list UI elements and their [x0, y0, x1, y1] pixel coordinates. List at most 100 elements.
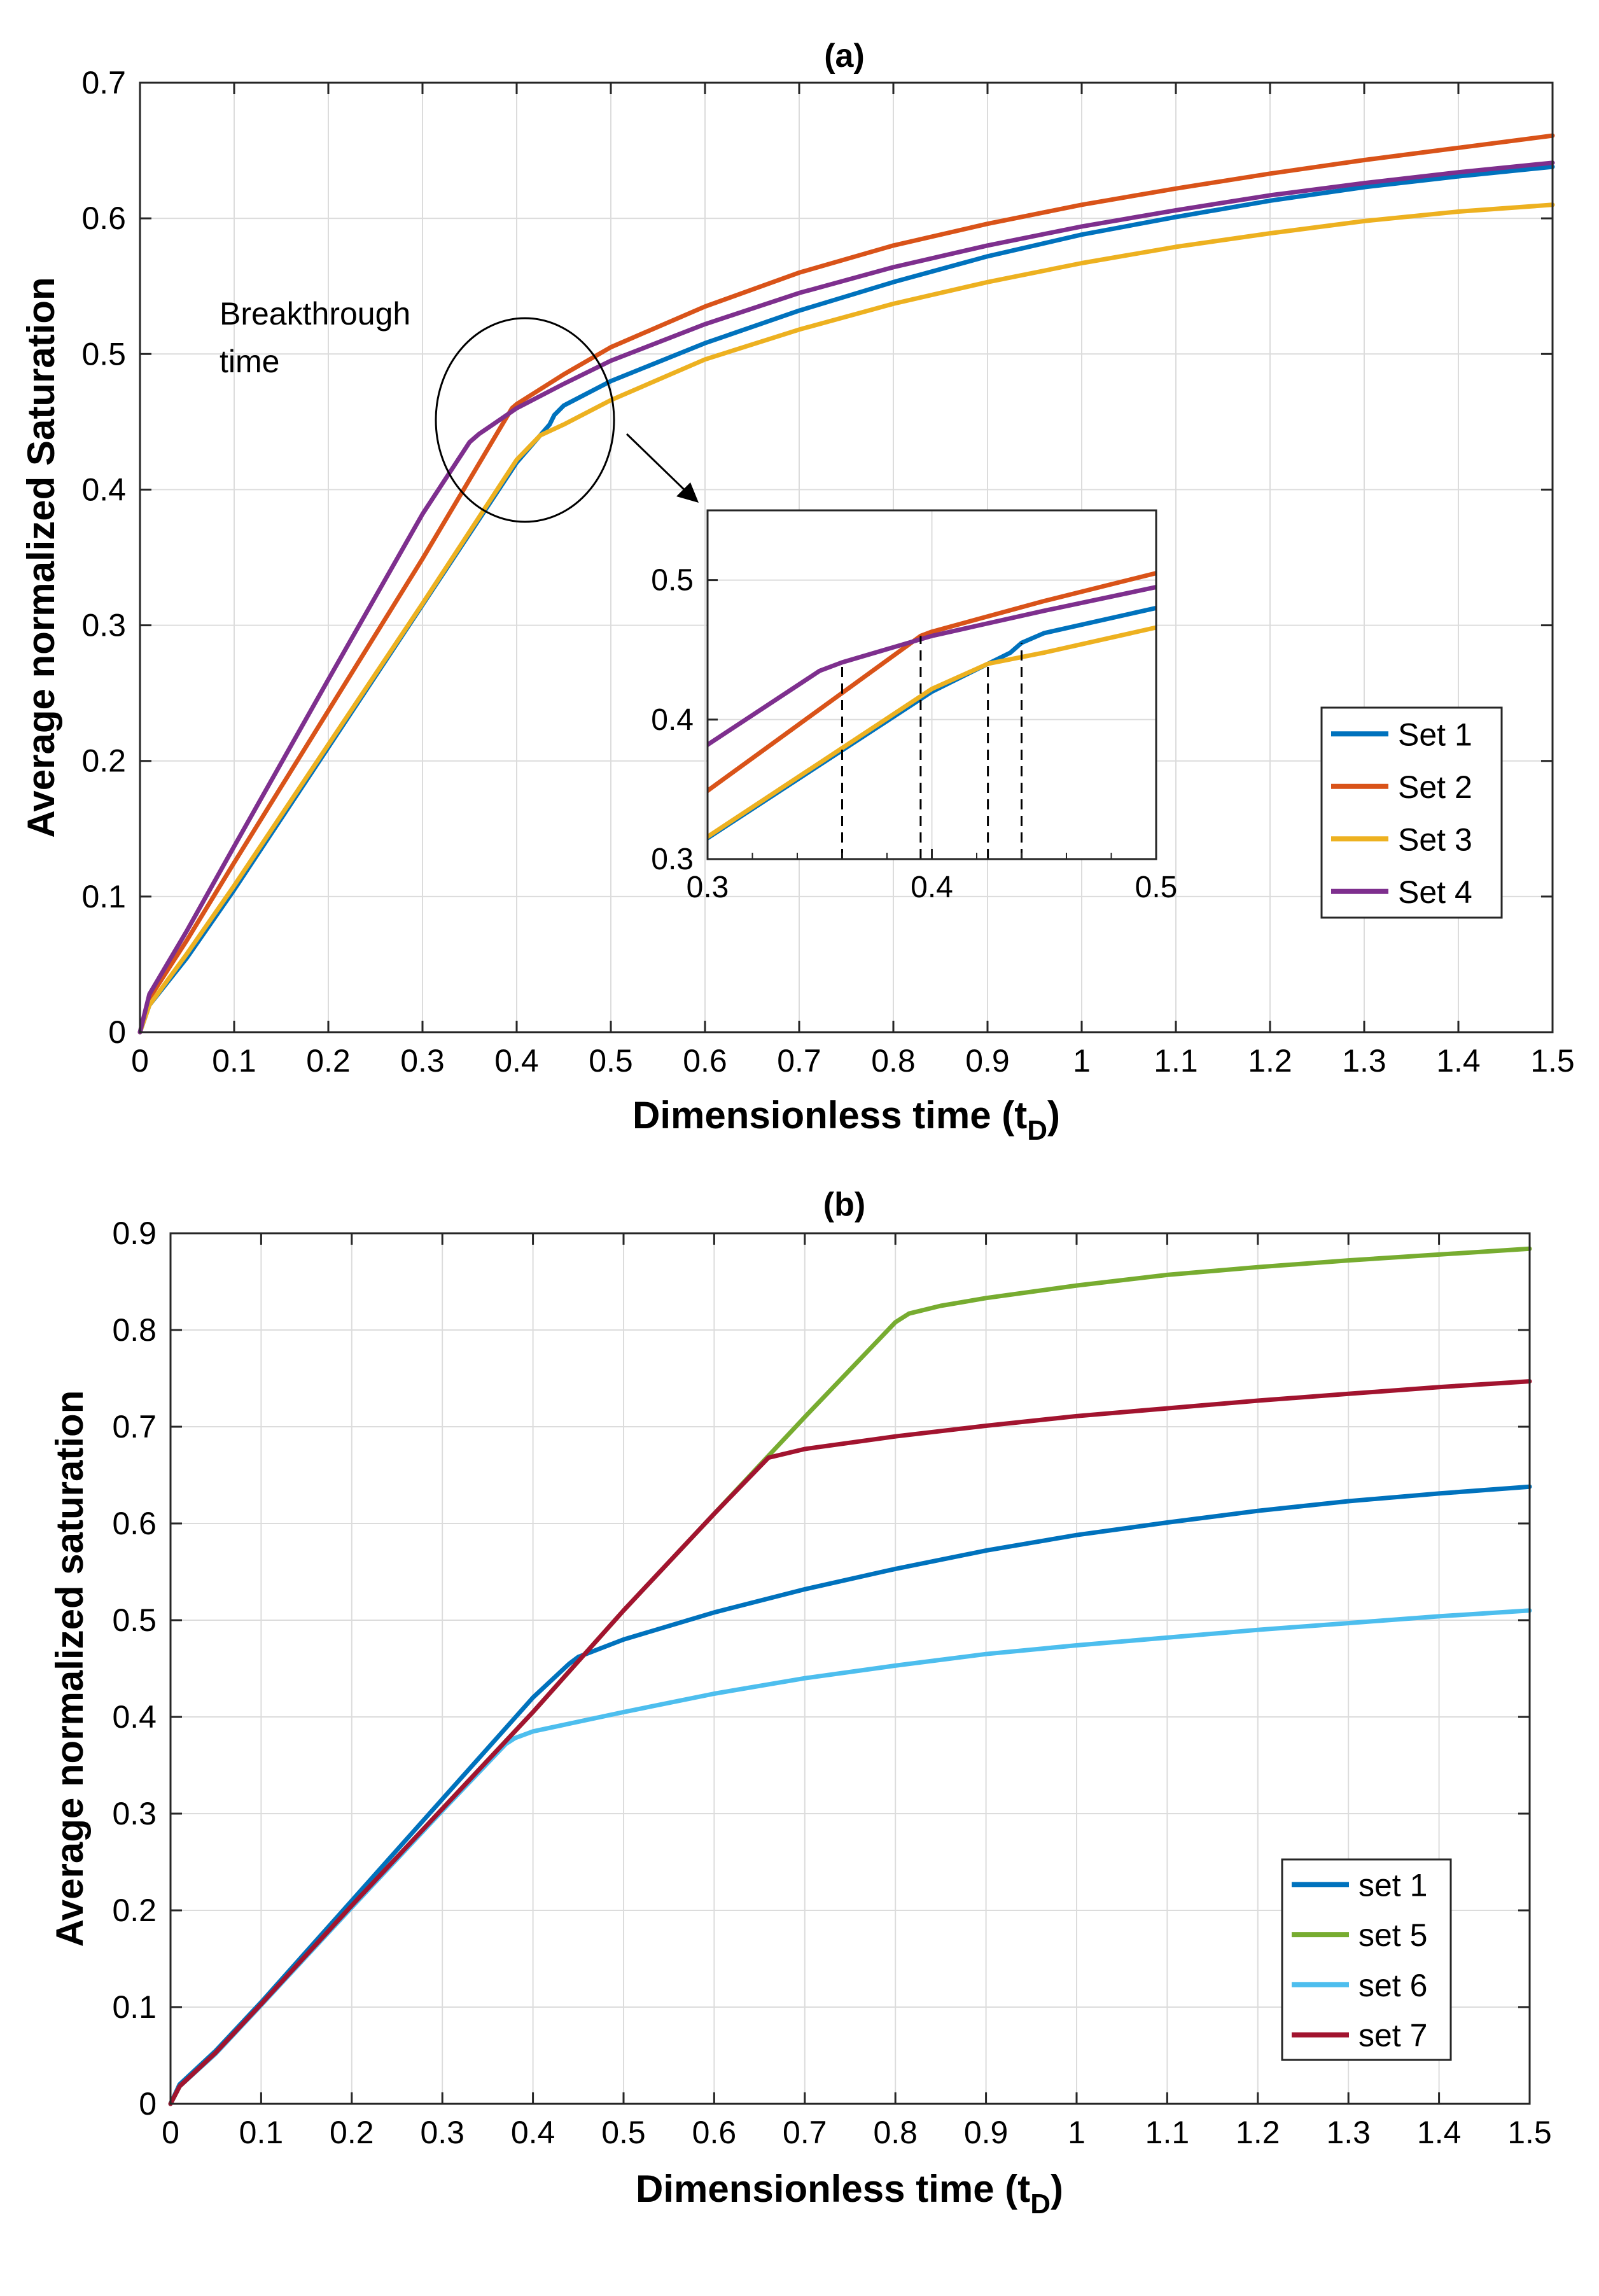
x-tick-label: 1.2: [1236, 2115, 1280, 2150]
inset-x-tick-label: 0.5: [1135, 871, 1178, 904]
x-tick-label: 0.5: [601, 2115, 646, 2150]
x-tick-label: 1.5: [1507, 2115, 1552, 2150]
y-tick-label: 0: [108, 1014, 126, 1050]
y-tick-label: 0.7: [112, 1409, 157, 1445]
y-tick-label: 0.5: [112, 1602, 157, 1638]
y-tick-label: 0: [139, 2086, 157, 2122]
x-tick-label: 0.6: [692, 2115, 737, 2150]
panel-b-ticks: 0 0.1 0.2 0.3 0.4 0.5 0.6 0.7 0.8 0.9 1 1.1 1.2 1.3 1.…: [112, 1215, 1551, 2150]
x-tick-label: 1.3: [1326, 2115, 1371, 2150]
legend-label: set 1: [1358, 1867, 1427, 1903]
panel-b-x-axis-title: Dimensionless time (tD): [636, 2167, 1063, 2220]
panel-b-xlabel-subscript: D: [1030, 2188, 1051, 2220]
annotation-arrow-head: [676, 482, 699, 503]
x-tick-label: 0.1: [212, 1043, 256, 1079]
y-tick-label: 0.2: [81, 743, 126, 779]
panel-a-xlabel-text: Dimensionless time: [632, 1094, 991, 1137]
legend-label: set 7: [1358, 2018, 1427, 2054]
panel-b: (b) 0 0.1 0.2 0.3 0.4 0.5 0.6 0.7 0.8 0.9 1 1.1 1.2 1…: [48, 1186, 1552, 2220]
inset-x-tick-label: 0.3: [687, 871, 729, 904]
inset-breakthrough-lines: [841, 636, 1023, 859]
annotation-arrow-shaft: [625, 433, 687, 493]
y-tick-label: 0.3: [112, 1796, 157, 1831]
y-tick-label: 0.5: [81, 336, 126, 372]
x-tick-label: 1.4: [1417, 2115, 1462, 2150]
x-tick-label: 0.8: [871, 1043, 916, 1079]
y-tick-label: 0.1: [81, 879, 126, 914]
inset-ticks: 0.3 0.4 0.5 0.3 0.4 0.5: [651, 564, 1177, 904]
x-tick-label: 0.4: [494, 1043, 539, 1079]
panel-a-xlabel-symbol: t: [1014, 1094, 1027, 1137]
x-tick-label: 0: [131, 1043, 149, 1079]
inset-y-tick-label: 0.5: [651, 564, 694, 598]
legend-label: Set 4: [1398, 874, 1472, 910]
y-tick-label: 0.3: [81, 608, 126, 643]
x-tick-label: 0.7: [777, 1043, 821, 1079]
annotation-line-1: Breakthrough: [220, 296, 410, 332]
breakthrough-annotation: Breakthrough time: [220, 296, 699, 523]
y-tick-label: 0.7: [81, 65, 126, 101]
legend-label: Set 3: [1398, 822, 1472, 857]
x-tick-label: 0.8: [873, 2115, 918, 2150]
y-tick-label: 0.6: [112, 1506, 157, 1541]
x-tick-label: 0.9: [964, 2115, 1009, 2150]
panel-b-y-axis-title: Average normalized saturation: [48, 1390, 91, 1947]
panel-a-x-axis-title: Dimensionless time (tD): [632, 1094, 1060, 1146]
annotation-line-2: time: [220, 344, 279, 379]
x-tick-label: 0: [162, 2115, 179, 2150]
x-tick-label: 1: [1073, 1043, 1091, 1079]
x-tick-label: 1: [1068, 2115, 1086, 2150]
panel-a: (a) 0 0.1 0.2 0.3 0.4 0.5 0.6 0.7 0.8 0.9 1 1.1 1.2 1…: [20, 38, 1575, 1146]
panel-a-xlabel-subscript: D: [1027, 1115, 1047, 1146]
legend-label: set 5: [1358, 1917, 1427, 1953]
panel-b-legend: set 1 set 5 set 6 set 7: [1281, 1858, 1452, 2061]
x-tick-label: 1.2: [1248, 1043, 1292, 1079]
panel-a-title: (a): [824, 38, 865, 74]
x-tick-label: 1.1: [1154, 1043, 1198, 1079]
inset-y-tick-label: 0.3: [651, 843, 694, 876]
x-tick-label: 1.1: [1145, 2115, 1190, 2150]
x-tick-label: 1.5: [1530, 1043, 1575, 1079]
legend-box: [1320, 706, 1503, 919]
y-tick-label: 0.4: [81, 472, 126, 507]
panel-a-y-axis-title: Average normalized Saturation: [20, 277, 62, 837]
series-line-set-4: [137, 160, 1555, 1035]
series-line-set-2: [137, 133, 1555, 1035]
panel-a-ticks: 0 0.1 0.2 0.3 0.4 0.5 0.6 0.7 0.8 0.9 1 1.1 1.2 1.3 1.…: [81, 65, 1574, 1079]
panel-b-xlabel-symbol: t: [1017, 2167, 1030, 2210]
panel-a-series: [137, 133, 1555, 1035]
x-tick-label: 0.2: [306, 1043, 351, 1079]
breakthrough-ellipse: [435, 317, 615, 523]
x-tick-label: 0.1: [239, 2115, 284, 2150]
panel-b-plot-frame: [169, 1232, 1531, 2105]
x-tick-label: 0.3: [400, 1043, 445, 1079]
series-line-set-7: [168, 1379, 1532, 2106]
panel-a-legend: Set 1 Set 2 Set 3 Set 4: [1320, 706, 1503, 919]
y-tick-label: 0.1: [112, 1989, 157, 2025]
series-line-set-3: [137, 202, 1555, 1035]
y-tick-label: 0.6: [81, 200, 126, 236]
x-tick-label: 0.5: [589, 1043, 633, 1079]
x-tick-label: 1.3: [1342, 1043, 1386, 1079]
panel-b-xlabel-text: Dimensionless time: [636, 2167, 995, 2210]
legend-label: Set 2: [1398, 769, 1472, 805]
panel-b-series: [168, 1246, 1532, 2106]
x-tick-label: 0.7: [783, 2115, 827, 2150]
y-tick-label: 0.2: [112, 1893, 157, 1928]
legend-label: Set 1: [1398, 717, 1472, 752]
panel-a-plot-frame: [139, 81, 1554, 1033]
legend-box: [1281, 1858, 1452, 2061]
x-tick-label: 0.9: [965, 1043, 1010, 1079]
panel-b-title: (b): [823, 1186, 865, 1223]
inset-y-tick-label: 0.4: [651, 703, 694, 737]
y-tick-label: 0.4: [112, 1699, 157, 1735]
y-tick-label: 0.8: [112, 1312, 157, 1348]
inset-x-tick-label: 0.4: [911, 871, 953, 904]
y-tick-label: 0.9: [112, 1215, 157, 1251]
x-tick-label: 0.4: [511, 2115, 555, 2150]
x-tick-label: 0.6: [683, 1043, 727, 1079]
legend-label: set 6: [1358, 1968, 1427, 2003]
x-tick-label: 1.4: [1436, 1043, 1481, 1079]
x-tick-label: 0.3: [420, 2115, 464, 2150]
